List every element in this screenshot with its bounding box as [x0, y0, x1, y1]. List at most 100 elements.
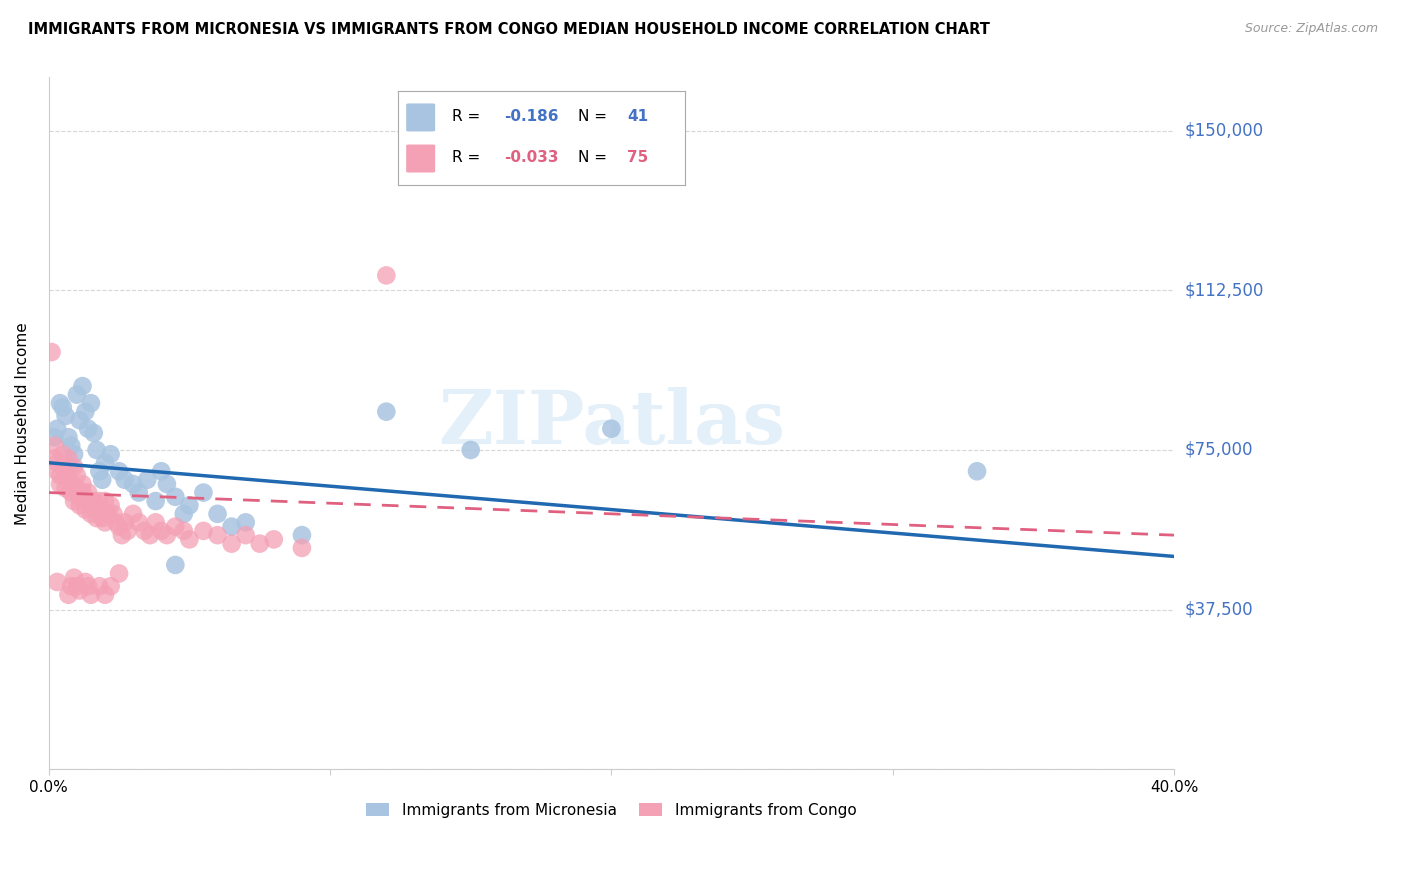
Point [44, 451, 66, 466]
Point [63, 447, 86, 461]
Point [97, 507, 120, 521]
Point [91, 511, 114, 525]
Point [173, 507, 195, 521]
Text: $37,500: $37,500 [1185, 600, 1254, 619]
Point [91, 473, 114, 487]
Point [117, 524, 139, 538]
Point [375, 268, 398, 283]
Point [600, 422, 623, 436]
Point [150, 464, 173, 478]
Point [103, 507, 125, 521]
Point [44, 439, 66, 453]
Legend: Immigrants from Micronesia, Immigrants from Congo: Immigrants from Micronesia, Immigrants f… [360, 797, 862, 824]
Point [173, 524, 195, 538]
Point [63, 460, 86, 475]
Point [145, 516, 167, 530]
Point [46, 456, 69, 470]
Point [75, 494, 97, 508]
Point [46, 574, 69, 589]
Point [58, 451, 80, 466]
Point [75, 405, 97, 419]
Point [94, 516, 117, 530]
Point [80, 507, 103, 521]
Point [94, 456, 117, 470]
Point [89, 502, 111, 516]
Point [69, 583, 91, 598]
Point [134, 524, 156, 538]
Point [69, 499, 91, 513]
Point [122, 477, 145, 491]
Point [60, 485, 83, 500]
Point [966, 464, 988, 478]
Point [80, 588, 103, 602]
Point [235, 516, 257, 530]
Point [375, 405, 398, 419]
Point [165, 558, 187, 572]
Point [100, 447, 122, 461]
Point [69, 490, 91, 504]
Point [55, 409, 77, 423]
Point [69, 413, 91, 427]
Point [114, 473, 136, 487]
Point [66, 387, 89, 401]
Point [114, 516, 136, 530]
Point [49, 477, 72, 491]
Point [63, 571, 86, 585]
Point [66, 481, 89, 495]
Point [46, 464, 69, 478]
Point [165, 519, 187, 533]
Point [58, 468, 80, 483]
Point [156, 528, 179, 542]
Point [165, 490, 187, 504]
Point [193, 485, 215, 500]
Point [52, 447, 75, 461]
Point [52, 401, 75, 415]
Point [179, 499, 201, 513]
Point [150, 524, 173, 538]
Point [221, 519, 243, 533]
Point [179, 533, 201, 547]
Point [75, 574, 97, 589]
Point [60, 439, 83, 453]
Point [94, 588, 117, 602]
Text: IMMIGRANTS FROM MICRONESIA VS IMMIGRANTS FROM CONGO MEDIAN HOUSEHOLD INCOME CORR: IMMIGRANTS FROM MICRONESIA VS IMMIGRANTS… [28, 22, 990, 37]
Point [66, 579, 89, 593]
Point [63, 494, 86, 508]
Point [55, 481, 77, 495]
Point [86, 502, 108, 516]
Point [100, 499, 122, 513]
Point [89, 464, 111, 478]
Point [235, 528, 257, 542]
Point [291, 541, 314, 555]
Point [128, 485, 150, 500]
Point [77, 485, 100, 500]
Point [80, 499, 103, 513]
Point [128, 516, 150, 530]
Point [207, 507, 229, 521]
Point [108, 464, 131, 478]
Point [89, 494, 111, 508]
Y-axis label: Median Household Income: Median Household Income [15, 322, 30, 524]
Point [193, 524, 215, 538]
Point [55, 468, 77, 483]
Point [100, 579, 122, 593]
Point [83, 494, 105, 508]
Point [221, 536, 243, 550]
Point [49, 396, 72, 410]
Point [108, 566, 131, 581]
Point [72, 379, 94, 393]
Point [156, 477, 179, 491]
Text: Source: ZipAtlas.com: Source: ZipAtlas.com [1244, 22, 1378, 36]
Point [122, 507, 145, 521]
Point [77, 422, 100, 436]
Point [60, 579, 83, 593]
Point [207, 528, 229, 542]
Point [139, 528, 162, 542]
Point [83, 425, 105, 440]
Text: ZIPatlas: ZIPatlas [437, 387, 785, 460]
Point [460, 442, 482, 457]
Point [46, 422, 69, 436]
Point [75, 502, 97, 516]
Point [136, 473, 159, 487]
Point [145, 494, 167, 508]
